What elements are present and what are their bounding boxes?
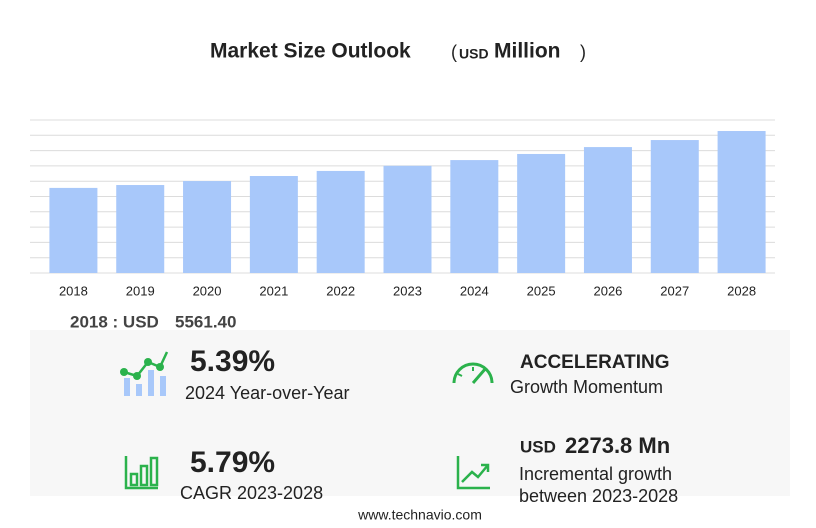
yoy-value: 5.39%	[190, 345, 275, 378]
cagr-value: 5.79%	[190, 446, 275, 479]
unit-open: (	[451, 42, 457, 62]
summary-panel	[30, 330, 790, 496]
footer: www.technavio.com	[357, 507, 482, 523]
yoy-icon	[120, 351, 169, 396]
unit-name: Million	[494, 40, 561, 63]
incr-label-2: between 2023-2028	[519, 486, 678, 506]
x-tick-label: 2023	[393, 283, 422, 298]
x-tick-label: 2019	[126, 283, 155, 298]
bar	[183, 181, 232, 273]
base-label: 2018 : USD	[70, 312, 159, 331]
cagr-label: CAGR 2023-2028	[180, 483, 323, 503]
unit-close: )	[580, 42, 586, 62]
bar	[316, 170, 365, 273]
bar	[249, 175, 298, 273]
incr-icon	[456, 456, 490, 490]
x-tick-label: 2022	[326, 283, 355, 298]
momentum-label: Growth Momentum	[510, 377, 663, 397]
bar	[650, 140, 699, 273]
base-value: 5561.40	[175, 312, 236, 331]
chart-title: Market Size Outlook	[210, 40, 411, 63]
momentum-icon	[452, 362, 494, 384]
bar	[517, 153, 566, 273]
x-tick-label: 2020	[193, 283, 222, 298]
bar	[49, 187, 98, 273]
yoy-label: 2024 Year-over-Year	[185, 383, 349, 403]
x-tick-label: 2027	[660, 283, 689, 298]
bar	[583, 147, 632, 273]
x-tick-label: 2028	[727, 283, 756, 298]
incr-label-1: Incremental growth	[519, 464, 672, 484]
unit-currency: USD	[459, 46, 489, 62]
incr-currency: USD	[520, 437, 556, 456]
x-tick-label: 2025	[527, 283, 556, 298]
bar	[450, 160, 499, 273]
bar	[116, 185, 165, 273]
cagr-icon	[124, 456, 159, 490]
x-tick-label: 2026	[593, 283, 622, 298]
bar	[383, 165, 432, 273]
momentum-value: ACCELERATING	[520, 352, 670, 373]
x-tick-label: 2024	[460, 283, 489, 298]
x-tick-label: 2021	[259, 283, 288, 298]
incr-value: 2273.8 Mn	[565, 433, 670, 458]
bar	[717, 131, 766, 273]
x-tick-label: 2018	[59, 283, 88, 298]
